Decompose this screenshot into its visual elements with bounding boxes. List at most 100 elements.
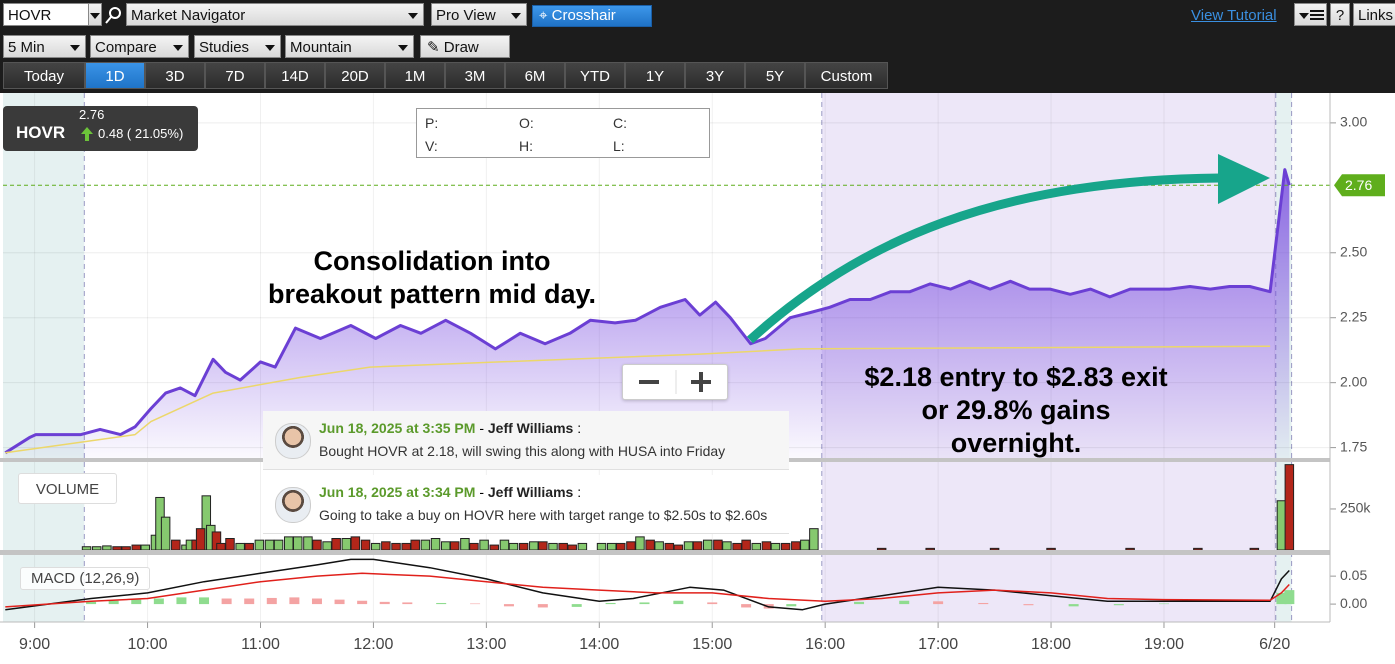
session-shade <box>3 93 85 622</box>
bar <box>1158 603 1169 605</box>
zoom-control <box>622 364 728 400</box>
bar <box>529 541 539 551</box>
range-button[interactable]: 5Y <box>745 62 805 89</box>
quote-last: 2.76 <box>79 107 105 122</box>
bar <box>558 542 568 551</box>
annotation-line: breakout pattern mid day. <box>267 279 597 309</box>
y-tick-label: 2.25 <box>1340 308 1367 324</box>
bar <box>635 536 645 551</box>
comment-separator: - <box>479 420 484 436</box>
compare-select[interactable]: Compare <box>90 35 189 58</box>
annotation-line: Consolidation into <box>313 246 551 276</box>
bar <box>809 528 819 551</box>
y-tick-label: 0.00 <box>1340 595 1367 611</box>
bar <box>283 536 294 551</box>
bar <box>195 528 206 551</box>
bar <box>81 546 92 551</box>
range-button[interactable]: Custom <box>805 62 888 89</box>
interval-select[interactable]: 5 Min <box>3 35 86 58</box>
bar <box>1276 500 1287 551</box>
studies-select[interactable]: Studies <box>194 35 281 58</box>
price-tag-label: 2.76 <box>1345 177 1372 193</box>
x-tick-label: 9:00 <box>19 636 50 653</box>
bar <box>645 539 655 551</box>
bar <box>402 602 413 605</box>
bar <box>216 542 226 551</box>
range-button[interactable]: 3D <box>145 62 205 89</box>
bar <box>360 539 371 551</box>
draw-button[interactable]: ✎ Draw <box>420 35 510 58</box>
range-button[interactable]: 6M <box>505 62 565 89</box>
bar <box>322 541 332 551</box>
view-select[interactable]: Pro View <box>431 3 527 26</box>
toolbar: HOVR Market Navigator Pro View ⌖ Crossha… <box>0 0 1395 93</box>
range-button[interactable]: 7D <box>205 62 265 89</box>
comment-header: Jun 18, 2025 at 3:34 PM - Jeff Williams … <box>319 484 581 500</box>
bar <box>381 541 391 551</box>
bar <box>102 545 112 551</box>
range-button[interactable]: Today <box>3 62 85 89</box>
bar <box>401 542 411 551</box>
bar <box>876 547 887 551</box>
bar <box>1276 592 1287 605</box>
bar <box>140 544 151 551</box>
bar <box>244 542 254 551</box>
symbol-dropdown[interactable] <box>88 3 102 26</box>
annotation: Consolidation into breakout pattern mid … <box>232 245 632 311</box>
range-button[interactable]: 1D <box>85 62 145 89</box>
bar <box>273 539 284 551</box>
bar <box>391 542 401 551</box>
help-button[interactable]: ? <box>1330 3 1350 26</box>
x-tick-label: 6/20 <box>1259 636 1290 653</box>
bar <box>925 547 935 551</box>
links-button[interactable]: Links <box>1353 3 1395 26</box>
bar <box>160 516 171 551</box>
zoom-in-bar <box>699 372 703 392</box>
range-button[interactable]: 20D <box>325 62 385 89</box>
zoom-out[interactable] <box>639 380 659 384</box>
bar <box>1046 547 1056 551</box>
bar <box>854 601 865 605</box>
symbol-input[interactable]: HOVR <box>3 3 89 26</box>
bar <box>713 539 723 551</box>
bar <box>741 604 752 608</box>
bar <box>289 597 300 605</box>
range-button[interactable]: 1M <box>385 62 445 89</box>
crosshair-button[interactable]: ⌖ Crosshair <box>532 5 652 27</box>
bar <box>1284 464 1295 551</box>
timezone-label: Mountain <box>290 39 352 56</box>
bar <box>460 538 470 551</box>
navigator-select[interactable]: Market Navigator <box>126 3 424 26</box>
bar <box>683 541 694 551</box>
bar <box>1284 590 1295 605</box>
range-button[interactable]: YTD <box>565 62 625 89</box>
bar <box>692 541 703 551</box>
ohlc-label: P: <box>425 115 439 131</box>
x-tick-label: 14:00 <box>579 636 619 653</box>
timezone-select[interactable]: Mountain <box>285 35 414 58</box>
comment-text: Going to take a buy on HOVR here with ta… <box>319 507 768 523</box>
bar <box>978 602 989 605</box>
range-button[interactable]: 3Y <box>685 62 745 89</box>
bar <box>131 599 142 605</box>
range-button[interactable]: 3M <box>445 62 505 89</box>
menu-button[interactable] <box>1294 3 1327 26</box>
ohlc-box: P: O: C: V: H: L: <box>416 108 710 158</box>
comment-header: Jun 18, 2025 at 3:35 PM - Jeff Williams … <box>319 420 581 436</box>
bar <box>673 600 684 605</box>
comment-author: Jeff Williams <box>487 484 574 500</box>
bar <box>537 604 548 608</box>
y-tick-label: 3.00 <box>1340 114 1367 130</box>
bar <box>489 544 500 551</box>
comment-separator: - <box>479 484 484 500</box>
bar <box>420 539 431 551</box>
bar <box>518 542 529 551</box>
search-icon[interactable] <box>104 5 122 25</box>
bar <box>264 539 275 551</box>
panel-divider <box>0 550 1330 555</box>
tutorial-link[interactable]: View Tutorial <box>1191 7 1277 24</box>
bar <box>449 541 460 551</box>
view-label: Pro View <box>436 7 496 24</box>
range-button[interactable]: 1Y <box>625 62 685 89</box>
range-button[interactable]: 14D <box>265 62 325 89</box>
